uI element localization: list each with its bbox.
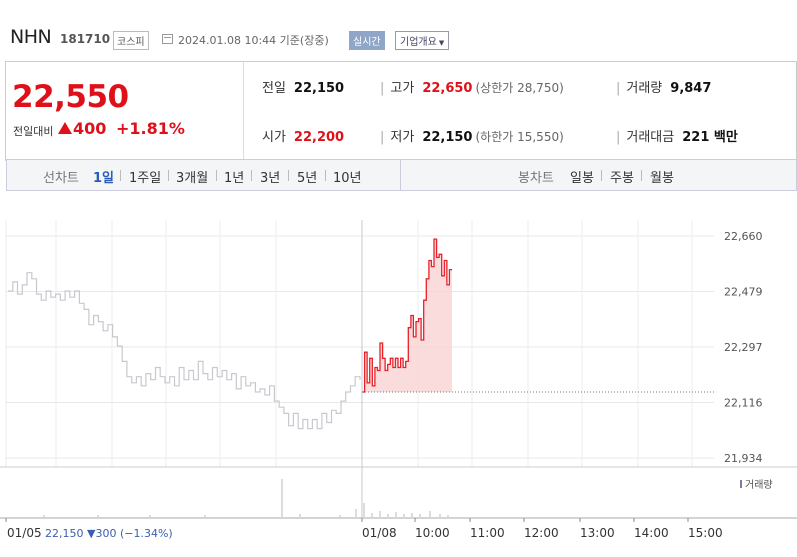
chart-tabs: 선차트 1일 1주일 3개월 1년 3년 5년 10년 봉차트 일봉 주봉 월봉 bbox=[6, 159, 797, 191]
x-tick-label: 13:00 bbox=[580, 526, 615, 540]
x-tick-label: 11:00 bbox=[470, 526, 505, 540]
separator: | bbox=[380, 81, 385, 96]
separator: | bbox=[616, 130, 621, 145]
divider bbox=[641, 170, 642, 181]
divider bbox=[243, 62, 244, 160]
up-triangle-icon bbox=[58, 122, 72, 134]
y-tick-label: 22,297 bbox=[724, 341, 763, 354]
y-tick-label: 22,116 bbox=[724, 397, 763, 410]
series-today-line bbox=[362, 238, 452, 393]
tab-daily[interactable]: 일봉 bbox=[570, 171, 594, 186]
divider bbox=[400, 160, 401, 190]
tab-3m[interactable]: 3개월 bbox=[176, 171, 209, 186]
volume-label: 거래량 bbox=[626, 81, 663, 96]
stock-code: 181710 bbox=[60, 32, 111, 46]
prev-close-label: 전일 bbox=[262, 81, 286, 96]
divider bbox=[288, 170, 289, 181]
volume-legend-label: 거래량 bbox=[745, 479, 773, 491]
tab-weekly[interactable]: 주봉 bbox=[610, 171, 634, 186]
divider bbox=[251, 170, 252, 181]
x-tick-label: 01/05 bbox=[7, 526, 42, 540]
volume-cell: | 거래량 9,847 bbox=[616, 77, 711, 96]
low-cell: | 저가 22,150 (하한가 15,550) bbox=[380, 126, 564, 145]
divider bbox=[601, 170, 602, 181]
y-tick-label: 22,660 bbox=[724, 230, 763, 243]
x-tick-label: 01/08 bbox=[362, 526, 397, 540]
calendar-icon bbox=[162, 34, 173, 44]
volume-value: 9,847 bbox=[670, 81, 712, 96]
divider bbox=[325, 170, 326, 181]
timestamp: 2024.01.08 10:44 기준(장중) bbox=[178, 34, 329, 47]
x-tick-label: 14:00 bbox=[634, 526, 669, 540]
chevron-down-icon: ▼ bbox=[438, 39, 445, 47]
y-tick-label: 22,479 bbox=[724, 286, 763, 299]
line-chart-label: 선차트 bbox=[43, 171, 79, 186]
tab-1y[interactable]: 1년 bbox=[224, 171, 245, 186]
divider bbox=[168, 170, 169, 181]
divider bbox=[120, 170, 121, 181]
tab-3y[interactable]: 3년 bbox=[260, 171, 281, 186]
amount-value: 221 백만 bbox=[682, 130, 738, 145]
tab-monthly[interactable]: 월봉 bbox=[650, 171, 674, 186]
company-overview-dropdown[interactable]: 기업개요 ▼ bbox=[395, 31, 450, 50]
high-cell: | 고가 22,650 (상한가 28,750) bbox=[380, 77, 564, 96]
stock-name[interactable]: NHN bbox=[10, 26, 52, 48]
prev-day-summary: 22,150 ▼300 (−1.34%) bbox=[45, 527, 173, 540]
high-value: 22,650 bbox=[422, 81, 473, 96]
tab-1w[interactable]: 1주일 bbox=[129, 171, 162, 186]
candle-chart-label: 봉차트 bbox=[518, 171, 554, 186]
price-summary: 22,550 전일대비 400 +1.81% 전일 22,150 | 고가 22,65… bbox=[5, 61, 797, 161]
amount-label: 거래대금 bbox=[626, 130, 675, 145]
tab-1d[interactable]: 1일 bbox=[93, 171, 115, 186]
series-prev-day-line bbox=[8, 272, 361, 430]
separator: | bbox=[380, 130, 385, 145]
high-label: 고가 bbox=[390, 81, 415, 96]
current-price: 22,550 bbox=[12, 79, 129, 115]
change-label: 전일대비 bbox=[13, 125, 54, 138]
separator: | bbox=[616, 81, 621, 96]
prev-close-cell: 전일 22,150 bbox=[262, 77, 344, 96]
x-tick-label: 15:00 bbox=[688, 526, 723, 540]
volume-legend-swatch bbox=[740, 480, 742, 488]
price-chart-svg: 22,660 22,479 22,297 22,116 21,934 거래량 01/05 01… bbox=[0, 220, 797, 540]
open-label: 시가 bbox=[262, 130, 286, 145]
company-overview-label: 기업개요 bbox=[400, 37, 437, 48]
low-label: 저가 bbox=[390, 130, 415, 145]
amount-cell: | 거래대금 221 백만 bbox=[616, 126, 738, 145]
x-tick-label: 10:00 bbox=[415, 526, 450, 540]
stock-header: NHN 181710 코스피 2024.01.08 10:44 기준(장중) 실… bbox=[0, 0, 797, 60]
change-value: 400 bbox=[73, 119, 107, 138]
change-percent: +1.81% bbox=[116, 119, 185, 138]
open-cell: 시가 22,200 bbox=[262, 126, 344, 145]
divider bbox=[216, 170, 217, 181]
price-chart[interactable]: 22,660 22,479 22,297 22,116 21,934 거래량 01/05 01… bbox=[0, 195, 797, 557]
y-tick-label: 21,934 bbox=[724, 452, 763, 465]
tab-5y[interactable]: 5년 bbox=[297, 171, 318, 186]
upper-limit: (상한가 28,750) bbox=[475, 81, 564, 95]
market-badge: 코스피 bbox=[113, 31, 149, 50]
realtime-button[interactable]: 실시간 bbox=[349, 31, 385, 50]
tab-10y[interactable]: 10년 bbox=[333, 171, 362, 186]
low-value: 22,150 bbox=[422, 130, 473, 145]
lower-limit: (하한가 15,550) bbox=[475, 130, 564, 144]
x-tick-label: 12:00 bbox=[524, 526, 559, 540]
prev-close-value: 22,150 bbox=[293, 81, 345, 96]
open-value: 22,200 bbox=[293, 130, 345, 145]
